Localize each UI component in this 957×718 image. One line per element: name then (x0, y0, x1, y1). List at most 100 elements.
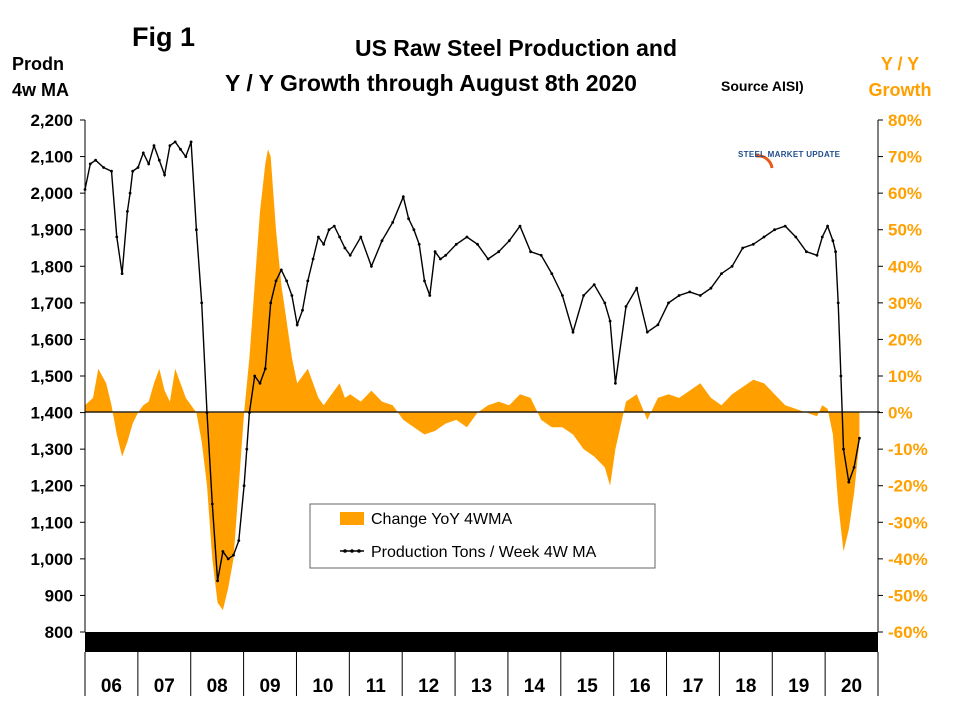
production-point (245, 447, 249, 451)
production-point (136, 166, 140, 169)
production-point (444, 253, 448, 257)
left-tick-label: 2,200 (30, 111, 73, 130)
production-point (306, 279, 310, 283)
growth-area-layer (85, 149, 860, 611)
x-tick-label: 08 (207, 676, 228, 697)
left-tick-label: 1,200 (30, 477, 73, 496)
production-point (720, 272, 723, 275)
legend: Change YoY 4WMA Production Tons / Week 4… (309, 503, 656, 569)
production-point (128, 191, 132, 195)
production-point (805, 250, 808, 254)
production-point (237, 539, 241, 542)
production-point (263, 367, 267, 371)
left-axis-ticks: 800 900 1,000 1,100 1,200 1,300 1,400 1,500 1,60… (30, 111, 85, 642)
logo-arc-icon (755, 154, 774, 169)
production-point (507, 239, 511, 243)
production-point (380, 239, 384, 243)
production-point (327, 228, 331, 232)
production-point (439, 257, 442, 261)
production-point (561, 294, 564, 297)
production-point (783, 224, 787, 228)
right-tick-label: 10% (888, 367, 922, 386)
x-tick-label: 07 (154, 676, 175, 697)
production-point (412, 228, 416, 232)
production-point (322, 242, 326, 246)
production-point (285, 279, 288, 283)
left-tick-label: 2,100 (30, 148, 73, 167)
x-tick-label: 12 (418, 676, 439, 697)
left-axis-label-line2: 4w MA (12, 80, 69, 100)
production-point (126, 210, 129, 213)
production-point (359, 235, 363, 239)
growth-area (85, 149, 860, 611)
production-point (831, 239, 835, 243)
logo-text: STEEL MARKET UPDATE (738, 150, 841, 159)
production-point (205, 411, 209, 414)
production-point (179, 147, 182, 151)
production-point (147, 162, 151, 166)
left-tick-label: 800 (45, 623, 73, 642)
production-point (115, 235, 119, 239)
production-point (820, 235, 824, 239)
production-point (401, 195, 405, 199)
production-point (157, 158, 161, 162)
production-point (242, 484, 246, 488)
production-point (688, 290, 692, 294)
left-tick-label: 1,100 (30, 513, 73, 532)
production-point (815, 253, 819, 257)
production-point (274, 279, 278, 283)
production-point (173, 140, 177, 144)
production-point (656, 323, 660, 327)
production-point (226, 557, 230, 561)
production-point (295, 323, 299, 327)
production-point (200, 301, 204, 305)
left-tick-label: 1,900 (30, 221, 73, 240)
right-tick-label: 40% (888, 257, 922, 276)
production-point (338, 235, 341, 239)
production-point (184, 155, 188, 159)
production-point (317, 235, 320, 239)
production-point (834, 250, 837, 254)
production-point (88, 162, 92, 166)
legend-label-production: Production Tons / Week 4W MA (371, 544, 597, 561)
chart-title-line1: US Raw Steel Production and (355, 35, 677, 61)
right-tick-label: -60% (888, 623, 928, 642)
production-line-layer (83, 140, 861, 583)
production-point (407, 217, 410, 221)
production-point (847, 480, 851, 484)
production-point (454, 242, 458, 246)
production-point (94, 158, 97, 162)
production-point (221, 550, 225, 553)
right-tick-label: 60% (888, 184, 922, 203)
left-tick-label: 1,400 (30, 404, 73, 423)
production-point (465, 235, 469, 239)
right-tick-label: 0% (888, 404, 913, 423)
left-tick-label: 2,000 (30, 184, 73, 203)
production-point (370, 264, 373, 268)
production-point (428, 294, 432, 297)
production-point (102, 166, 105, 169)
right-tick-label: -40% (888, 550, 928, 569)
production-point (486, 257, 490, 261)
right-tick-label: -50% (888, 586, 928, 605)
production-point (248, 411, 251, 414)
production-point (210, 502, 214, 506)
source-note: Source AISI) (721, 78, 804, 94)
production-point (842, 447, 845, 451)
x-tick-label: 16 (630, 676, 651, 697)
fig-label: Fig 1 (132, 22, 195, 52)
right-axis-ticks: -60% -50% -40% -30% -20% -10% 0% 10% 20% 30% 40% 50… (878, 111, 928, 642)
left-tick-label: 900 (45, 586, 73, 605)
x-tick-label: 18 (735, 676, 756, 697)
production-point (677, 294, 681, 297)
right-tick-label: 80% (888, 111, 922, 130)
production-point (120, 272, 124, 275)
x-tick-label: 09 (259, 676, 280, 697)
production-point (417, 242, 421, 246)
production-point (608, 319, 612, 323)
x-tick-label: 10 (312, 676, 333, 697)
production-point (168, 144, 172, 148)
production-point (476, 242, 479, 246)
production-point (751, 242, 755, 246)
production-point (698, 294, 702, 297)
